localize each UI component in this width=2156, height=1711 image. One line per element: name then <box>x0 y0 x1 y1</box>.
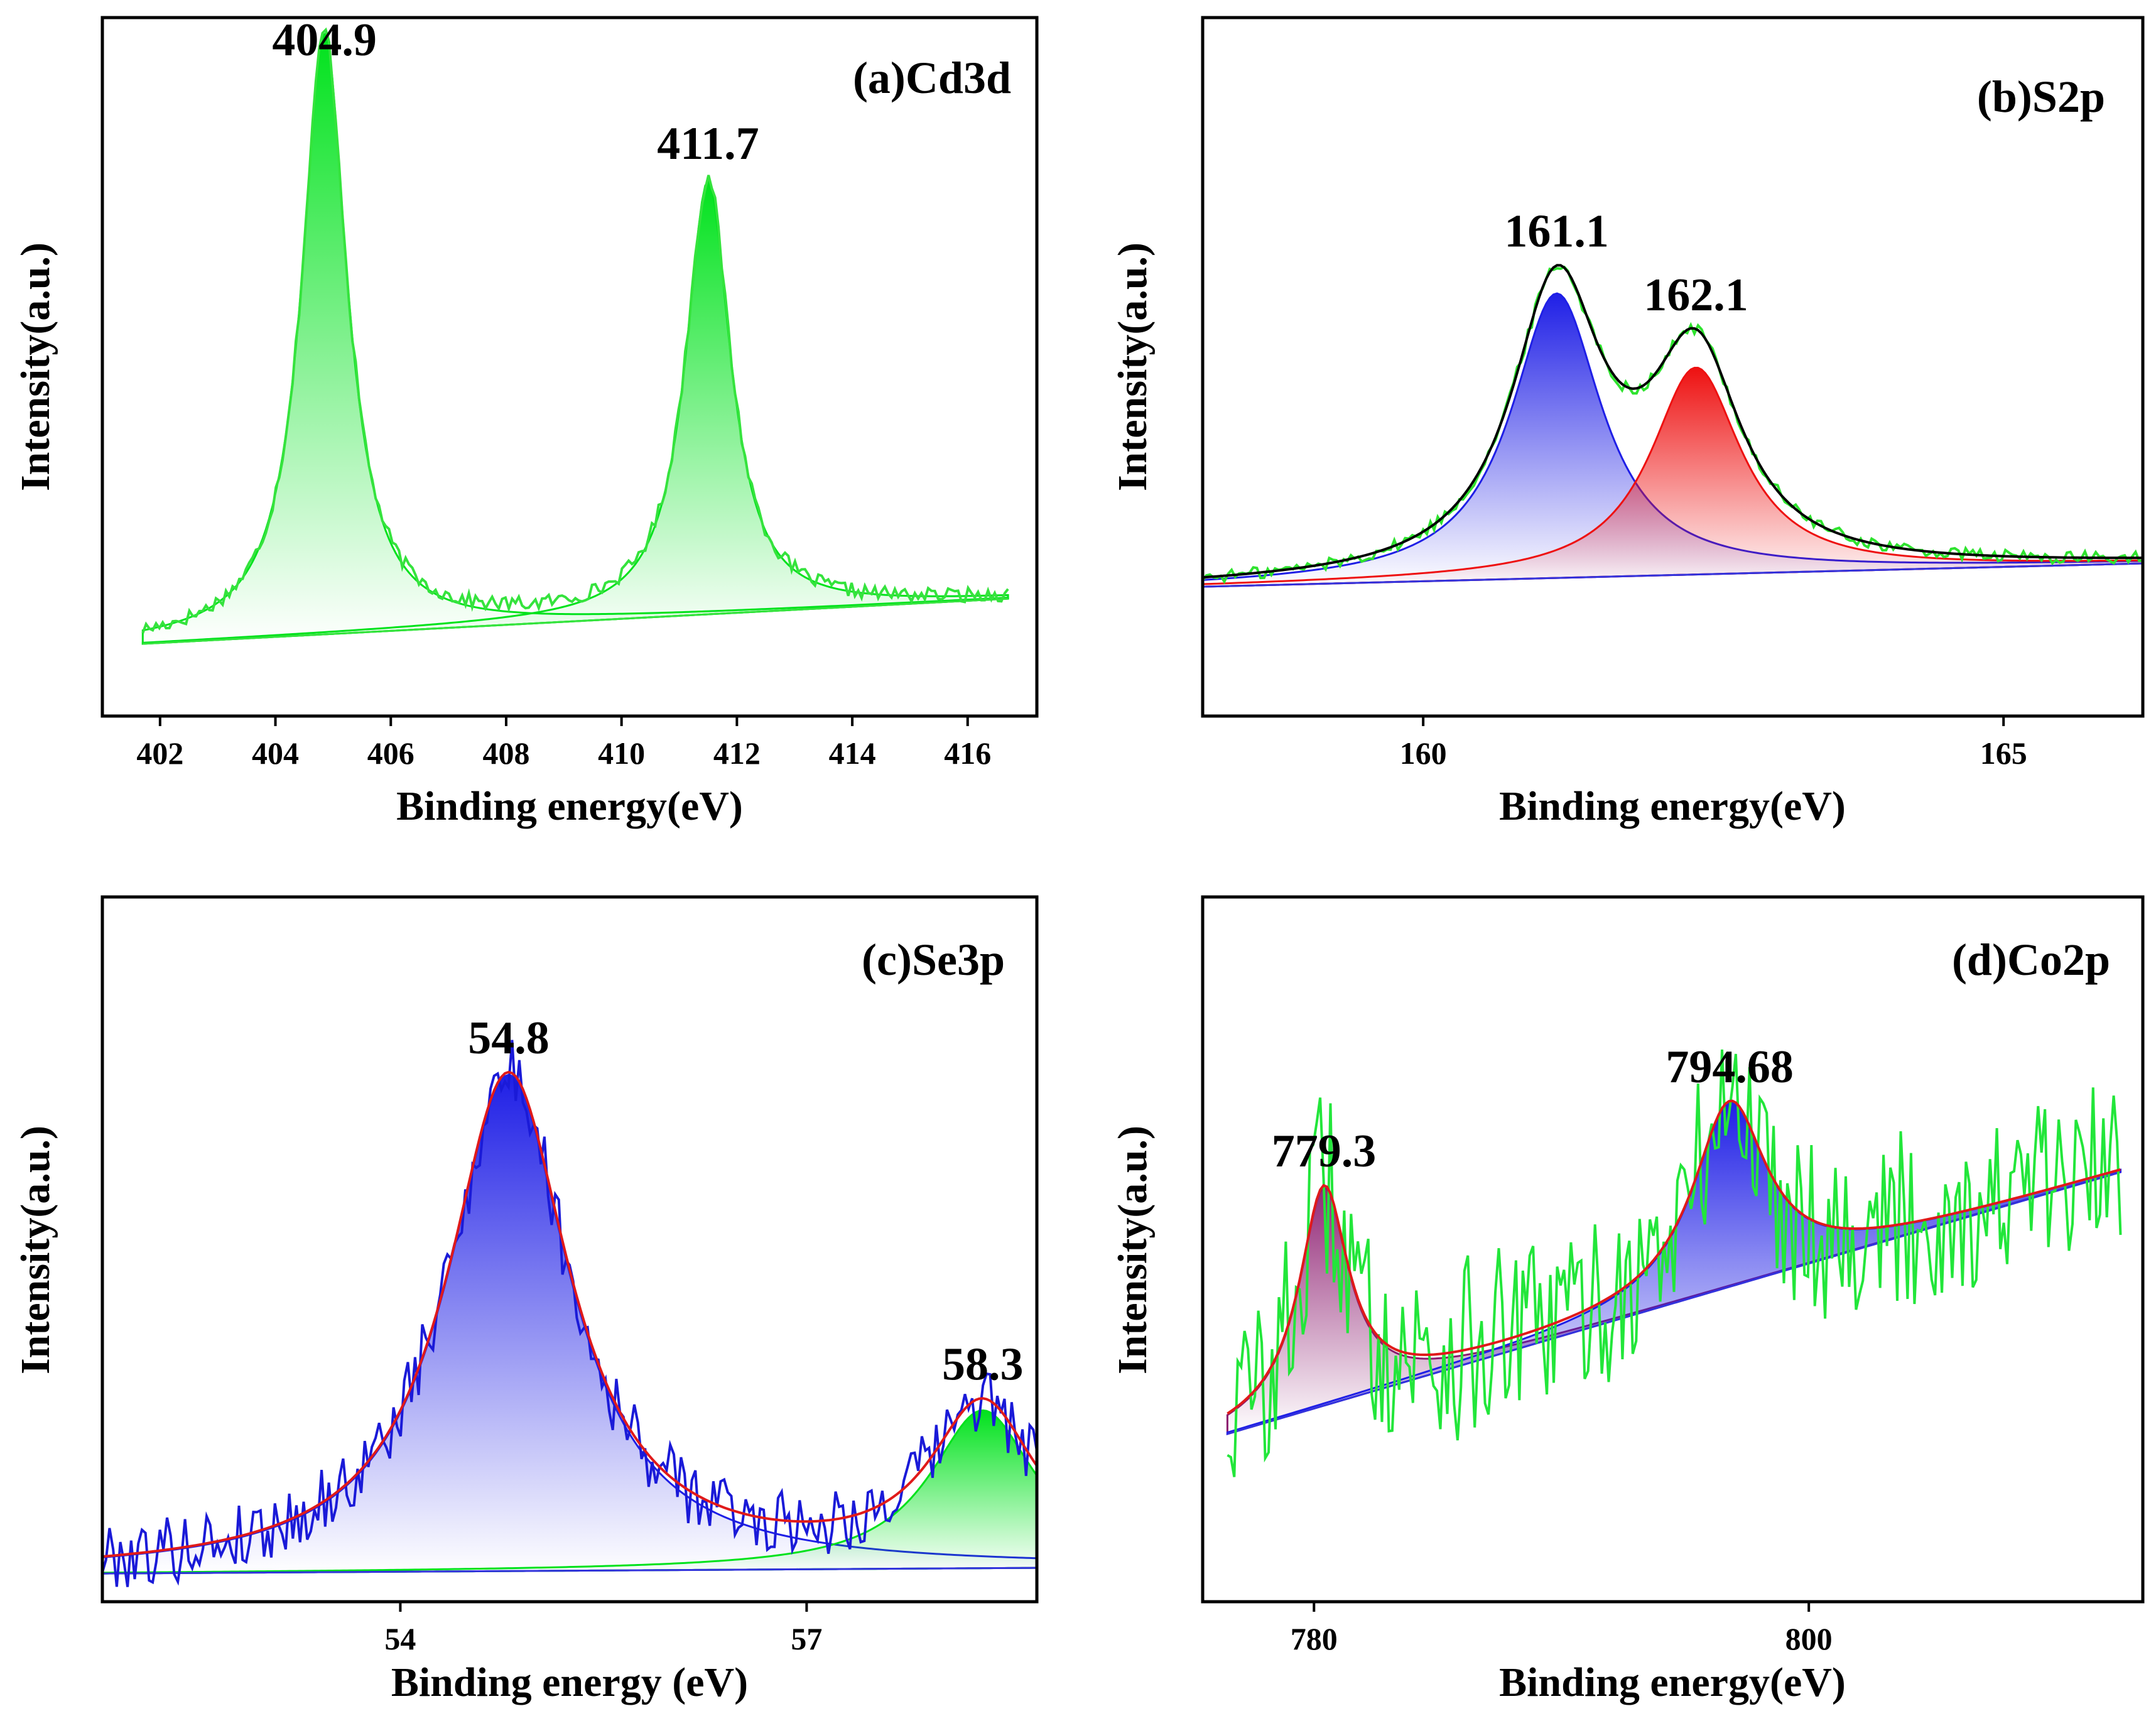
panel-c-title: (c)Se3p <box>862 935 1005 985</box>
panel-b-series-2 <box>1203 264 2143 579</box>
panel-a-baseline <box>143 597 1009 645</box>
panel-a: (a)Cd3d Binding energy(eV) Intensity(a.u… <box>13 14 1039 829</box>
peak-label-779-3: 779.3 <box>1272 1126 1377 1177</box>
panel-a-tick-label-414: 414 <box>829 736 876 771</box>
panel-a-tick-label-416: 416 <box>944 736 991 771</box>
panel-a-ticks: 402 404 406 408 410 412 414 416 <box>136 716 991 771</box>
peak-label-58-3: 58.3 <box>942 1339 1024 1390</box>
panel-b-ticks: 160 165 <box>1400 716 2027 771</box>
panel-b-peak-component-2 <box>1203 366 2143 588</box>
peak-label-161-1: 161.1 <box>1504 205 1609 257</box>
panel-b-baseline <box>1203 562 2143 588</box>
panel-b: (b)S2p Binding energy(eV) Intensity(a.u.… <box>1110 16 2145 829</box>
panel-d-plot-layer <box>1226 1049 2122 1477</box>
peak-label-54-8: 54.8 <box>468 1013 550 1064</box>
panel-c-ticks: 54 57 <box>384 1602 822 1656</box>
panel-a-peak-labels: 404.9 411.7 <box>272 14 759 170</box>
panel-a-frame <box>100 16 1039 718</box>
panel-b-xlabel: Binding energy(eV) <box>1499 783 1846 829</box>
panel-a-tick-label-410: 410 <box>598 736 645 771</box>
panel-c-peak-labels: 54.8 58.3 <box>468 1013 1023 1391</box>
panel-d-marks <box>1226 1049 2122 1477</box>
panel-d-peak-labels: 779.3 794.68 <box>1272 1041 1794 1177</box>
panel-c-tick-label-57: 57 <box>791 1621 822 1656</box>
panel-c: (c)Se3p Binding energy (eV) Intensity(a.… <box>13 895 1039 1705</box>
peak-label-162-1: 162.1 <box>1644 269 1748 321</box>
panel-c-tick-label-54: 54 <box>384 1621 416 1656</box>
panel-b-ylabel: Intensity(a.u.) <box>1110 242 1156 491</box>
panel-a-tick-label-406: 406 <box>367 736 414 771</box>
panel-b-tick-label-160: 160 <box>1400 736 1447 771</box>
panel-d-ylabel: Intensity(a.u.) <box>1110 1126 1156 1374</box>
panel-d-series-1 <box>1227 1049 2122 1477</box>
peak-label-411-7: 411.7 <box>657 118 759 170</box>
panel-a-peak-component-1 <box>141 32 1009 645</box>
panel-c-series-2 <box>102 1070 1037 1558</box>
panel-b-marks <box>1203 264 2143 588</box>
panel-c-baseline <box>102 1567 1037 1575</box>
panel-b-tick-label-165: 165 <box>1980 736 2027 771</box>
panel-a-tick-label-408: 408 <box>482 736 529 771</box>
panel-d-tick-label-780: 780 <box>1291 1621 1338 1656</box>
panel-d-title: (d)Co2p <box>1952 935 2110 985</box>
panel-d-series-2 <box>1227 1099 2121 1415</box>
panel-a-ylabel: Intensity(a.u.) <box>13 242 58 491</box>
panel-c-xlabel: Binding energy (eV) <box>391 1659 748 1705</box>
panel-c-plot-layer <box>102 1040 1037 1587</box>
panel-a-tick-label-412: 412 <box>713 736 761 771</box>
panel-a-tick-label-402: 402 <box>136 736 183 771</box>
panel-a-plot-layer <box>141 27 1009 645</box>
panel-d-frame <box>1201 895 2145 1604</box>
panel-a-title: (a)Cd3d <box>853 53 1011 103</box>
panel-d-tick-label-800: 800 <box>1785 1621 1833 1656</box>
panel-b-frame <box>1201 16 2145 718</box>
peak-label-404-9: 404.9 <box>272 14 377 66</box>
panel-b-series-1 <box>1203 265 2143 585</box>
panel-c-peak-component-1 <box>102 1073 1037 1575</box>
panel-a-tick-label-404: 404 <box>252 736 299 771</box>
panel-b-plot-layer <box>1203 264 2143 588</box>
panel-d: (d)Co2p Binding energy(eV) Intensity(a.u… <box>1110 895 2145 1705</box>
panel-a-marks <box>141 27 1009 645</box>
panel-a-xlabel: Binding energy(eV) <box>396 783 743 829</box>
peak-label-794-68: 794.68 <box>1666 1041 1794 1093</box>
panel-b-peak-labels: 161.1 162.1 <box>1504 205 1748 320</box>
panel-b-title: (b)S2p <box>1977 72 2105 122</box>
panel-d-ticks: 780 800 <box>1291 1602 1833 1656</box>
panel-a-series-1 <box>141 27 1009 634</box>
panel-c-marks <box>102 1040 1037 1587</box>
panel-c-frame <box>100 895 1039 1604</box>
panel-c-ylabel: Intensity(a.u.) <box>13 1126 58 1374</box>
panel-d-xlabel: Binding energy(eV) <box>1499 1659 1846 1705</box>
